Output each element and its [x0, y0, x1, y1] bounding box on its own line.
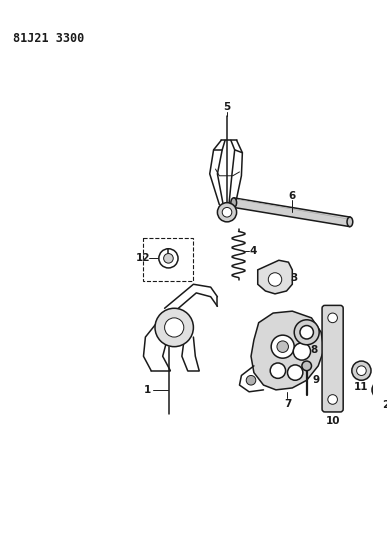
Circle shape	[300, 326, 313, 339]
Text: 2: 2	[382, 400, 387, 410]
Text: 9: 9	[313, 375, 320, 385]
Text: 12: 12	[136, 253, 151, 263]
Text: 5: 5	[223, 102, 231, 111]
Circle shape	[372, 381, 387, 399]
Circle shape	[155, 308, 194, 346]
Text: 7: 7	[284, 399, 291, 409]
Circle shape	[294, 320, 319, 345]
Text: 8: 8	[311, 344, 318, 354]
Text: 1: 1	[144, 385, 151, 395]
Ellipse shape	[231, 198, 236, 207]
Circle shape	[268, 273, 282, 286]
Circle shape	[357, 366, 366, 375]
Circle shape	[293, 343, 310, 360]
Ellipse shape	[347, 217, 353, 227]
Bar	[144, 238, 194, 281]
Circle shape	[302, 361, 312, 370]
Text: 11: 11	[354, 382, 369, 392]
Circle shape	[217, 203, 236, 222]
Polygon shape	[234, 198, 350, 227]
Text: 6: 6	[289, 191, 296, 201]
Circle shape	[328, 313, 337, 322]
FancyBboxPatch shape	[322, 305, 343, 412]
Text: 3: 3	[291, 272, 298, 282]
Circle shape	[328, 394, 337, 404]
Circle shape	[270, 363, 286, 378]
Circle shape	[288, 365, 303, 380]
Circle shape	[222, 207, 232, 217]
Circle shape	[246, 375, 256, 385]
Circle shape	[271, 335, 294, 358]
Circle shape	[164, 318, 184, 337]
Text: 10: 10	[325, 416, 340, 425]
Circle shape	[352, 361, 371, 380]
Circle shape	[377, 386, 384, 394]
Circle shape	[164, 254, 173, 263]
Polygon shape	[251, 311, 324, 390]
Polygon shape	[258, 260, 292, 294]
Text: 81J21 3300: 81J21 3300	[13, 32, 84, 45]
Circle shape	[277, 341, 288, 352]
Text: 4: 4	[249, 246, 257, 256]
